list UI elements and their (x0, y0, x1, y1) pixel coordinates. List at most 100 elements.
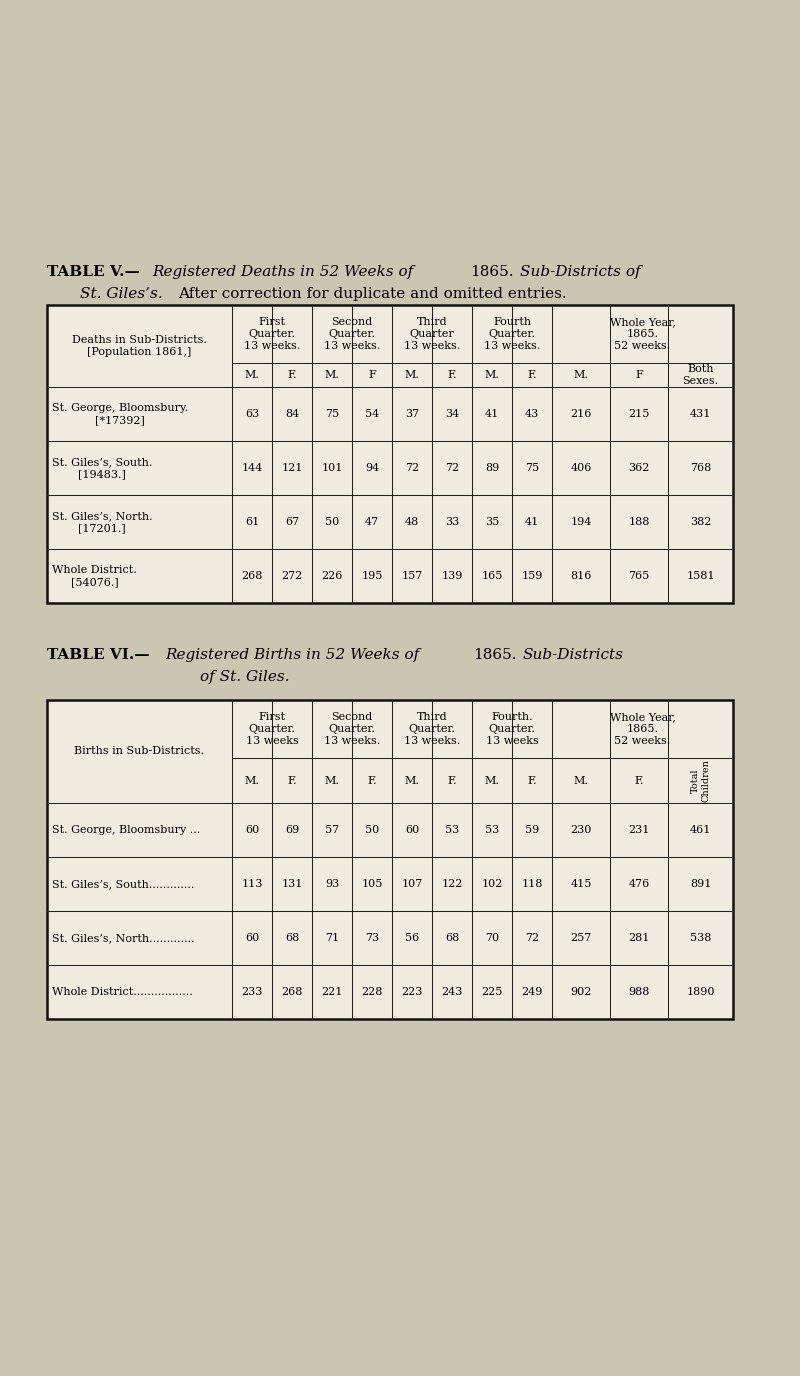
Text: M.: M. (245, 776, 259, 786)
Text: St. Giles’s.: St. Giles’s. (80, 288, 162, 301)
Text: Registered Births in 52 Weeks of: Registered Births in 52 Weeks of (165, 648, 419, 662)
Text: St. George, Bloomsbury.
[*17392]: St. George, Bloomsbury. [*17392] (52, 403, 188, 425)
Text: 72: 72 (525, 933, 539, 943)
Text: 1865.: 1865. (470, 266, 514, 279)
Text: 1865.: 1865. (473, 648, 517, 662)
Text: 113: 113 (242, 879, 262, 889)
Text: 41: 41 (485, 409, 499, 420)
Text: Second
Quarter.
13 weeks.: Second Quarter. 13 weeks. (324, 713, 380, 746)
Text: Whole Year,
1865.
52 weeks.: Whole Year, 1865. 52 weeks. (610, 713, 675, 746)
Text: 54: 54 (365, 409, 379, 420)
Text: 61: 61 (245, 517, 259, 527)
Text: 225: 225 (482, 987, 502, 998)
Text: St. Giles’s, North.............: St. Giles’s, North............. (52, 933, 194, 943)
Text: 139: 139 (442, 571, 462, 581)
Text: St. Giles’s, North.
[17201.]: St. Giles’s, North. [17201.] (52, 512, 153, 533)
Text: Third
Quarter.
13 weeks.: Third Quarter. 13 weeks. (404, 713, 460, 746)
Text: 47: 47 (365, 517, 379, 527)
Text: 75: 75 (525, 462, 539, 473)
Text: 382: 382 (690, 517, 711, 527)
Text: 57: 57 (325, 826, 339, 835)
Text: 102: 102 (482, 879, 502, 889)
Text: F.: F. (287, 776, 297, 786)
Text: 461: 461 (690, 826, 711, 835)
Text: After correction for duplicate and omitted entries.: After correction for duplicate and omitt… (178, 288, 566, 301)
Text: 231: 231 (628, 826, 650, 835)
Text: 50: 50 (325, 517, 339, 527)
Text: 37: 37 (405, 409, 419, 420)
Text: Registered Deaths in 52 Weeks of: Registered Deaths in 52 Weeks of (152, 266, 414, 279)
Text: 60: 60 (245, 933, 259, 943)
Text: TABLE VI.—: TABLE VI.— (47, 648, 150, 662)
Text: 71: 71 (325, 933, 339, 943)
Text: 216: 216 (570, 409, 592, 420)
Text: 249: 249 (522, 987, 542, 998)
Text: 272: 272 (282, 571, 302, 581)
Text: 223: 223 (402, 987, 422, 998)
Text: 101: 101 (322, 462, 342, 473)
Text: 107: 107 (402, 879, 422, 889)
Text: 406: 406 (570, 462, 592, 473)
Text: Whole District.................: Whole District................. (52, 987, 193, 998)
Text: 1581: 1581 (686, 571, 714, 581)
Text: 131: 131 (282, 879, 302, 889)
Text: Whole District.
[54076.]: Whole District. [54076.] (52, 566, 137, 586)
Text: 56: 56 (405, 933, 419, 943)
Text: Total
Children: Total Children (690, 760, 710, 802)
Text: 157: 157 (402, 571, 422, 581)
Text: Sub-Districts: Sub-Districts (523, 648, 624, 662)
Text: 257: 257 (570, 933, 592, 943)
Text: 60: 60 (405, 826, 419, 835)
Text: M.: M. (245, 370, 259, 380)
Text: M.: M. (574, 370, 589, 380)
Text: 43: 43 (525, 409, 539, 420)
Text: St. Giles’s, South.............: St. Giles’s, South............. (52, 879, 194, 889)
Text: 48: 48 (405, 517, 419, 527)
Text: 988: 988 (628, 987, 650, 998)
Text: 215: 215 (628, 409, 650, 420)
Text: 67: 67 (285, 517, 299, 527)
Text: 60: 60 (245, 826, 259, 835)
Text: 50: 50 (365, 826, 379, 835)
Text: Whole Year,
1865.
52 weeks.: Whole Year, 1865. 52 weeks. (610, 318, 675, 351)
Text: 89: 89 (485, 462, 499, 473)
Text: 35: 35 (485, 517, 499, 527)
Text: 188: 188 (628, 517, 650, 527)
Text: M.: M. (405, 776, 419, 786)
Text: 121: 121 (282, 462, 302, 473)
Text: Second
Quarter.
13 weeks.: Second Quarter. 13 weeks. (324, 318, 380, 351)
Text: M.: M. (405, 370, 419, 380)
Text: M.: M. (485, 776, 499, 786)
Text: 68: 68 (445, 933, 459, 943)
Text: 63: 63 (245, 409, 259, 420)
Text: M.: M. (574, 776, 589, 786)
Text: F.: F. (447, 776, 457, 786)
Text: 765: 765 (628, 571, 650, 581)
Text: 228: 228 (362, 987, 382, 998)
Text: Births in Sub-Districts.: Births in Sub-Districts. (74, 747, 205, 757)
Text: 53: 53 (485, 826, 499, 835)
Text: 59: 59 (525, 826, 539, 835)
Text: 226: 226 (322, 571, 342, 581)
Text: 68: 68 (285, 933, 299, 943)
Text: 72: 72 (445, 462, 459, 473)
Text: Third
Quarter
13 weeks.: Third Quarter 13 weeks. (404, 318, 460, 351)
Text: 768: 768 (690, 462, 711, 473)
Bar (47, 305, 733, 603)
Text: 105: 105 (362, 879, 382, 889)
Text: 144: 144 (242, 462, 262, 473)
Text: 73: 73 (365, 933, 379, 943)
Text: Sub-Districts of: Sub-Districts of (520, 266, 641, 279)
Text: 891: 891 (690, 879, 711, 889)
Text: 159: 159 (522, 571, 542, 581)
Text: 33: 33 (445, 517, 459, 527)
Text: Deaths in Sub-Districts.
[Population 1861,]: Deaths in Sub-Districts. [Population 186… (72, 336, 207, 356)
Text: 93: 93 (325, 879, 339, 889)
Text: 268: 268 (242, 571, 262, 581)
Text: F.: F. (527, 776, 537, 786)
Text: 94: 94 (365, 462, 379, 473)
Text: M.: M. (485, 370, 499, 380)
Text: F.: F. (447, 370, 457, 380)
Text: First
Quarter.
13 weeks: First Quarter. 13 weeks (246, 713, 298, 746)
Text: 41: 41 (525, 517, 539, 527)
